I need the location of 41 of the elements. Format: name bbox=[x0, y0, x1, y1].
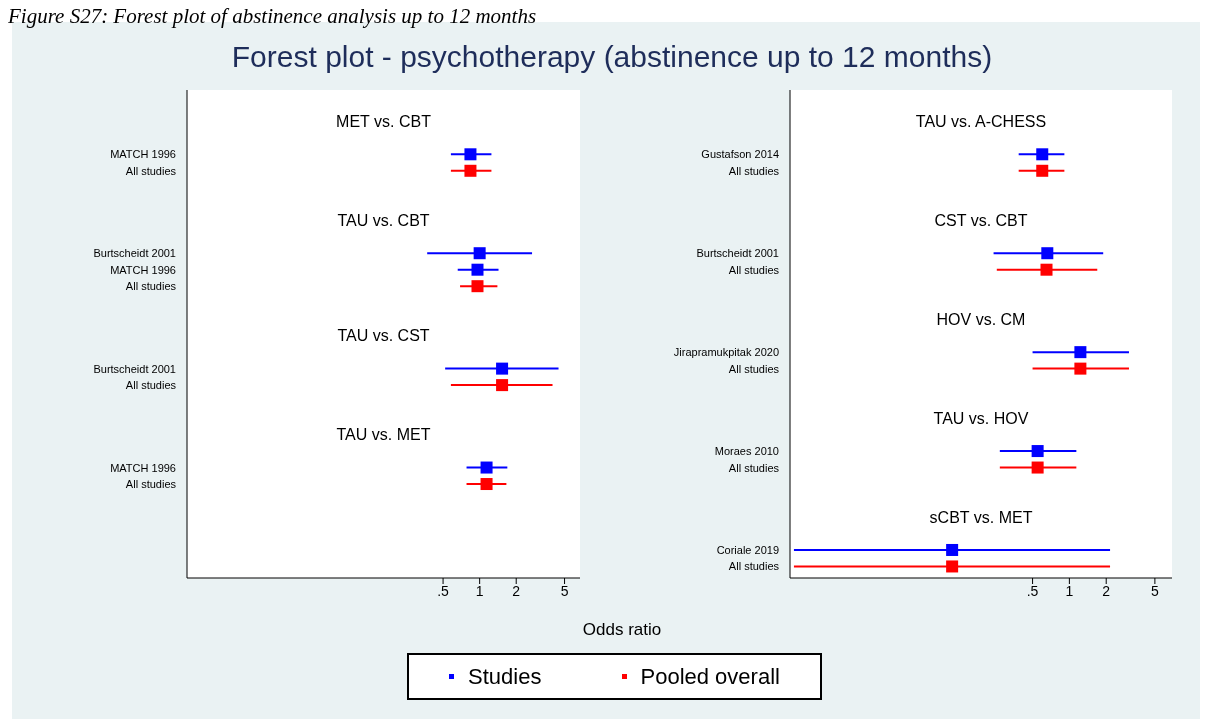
legend-label: Pooled overall bbox=[640, 663, 780, 690]
y-tick-label: Burtscheidt 2001 bbox=[696, 247, 779, 260]
annotation: TAU vs. A-CHESS bbox=[915, 112, 1047, 130]
y-tick-label: All studies bbox=[125, 379, 177, 392]
y-tick-label: Moraes 2010 bbox=[714, 445, 779, 458]
y-tick-label: All studies bbox=[728, 164, 780, 177]
y-tick-label: Burtscheidt 2001 bbox=[93, 247, 176, 260]
x-tick-label: 5 bbox=[560, 582, 569, 599]
y-tick-label: MATCH 1996 bbox=[110, 263, 176, 276]
y-tick-label: All studies bbox=[125, 164, 177, 177]
y-tick-label: All studies bbox=[728, 362, 780, 375]
y-tick-label: All studies bbox=[728, 263, 780, 276]
y-tick-label: Jirapramukpitak 2020 bbox=[673, 346, 779, 359]
y-tick-label: Coriale 2019 bbox=[716, 543, 779, 556]
x-tick-label: 5 bbox=[1150, 582, 1159, 599]
x-tick-label: 2 bbox=[512, 582, 521, 599]
y-tick-label: MATCH 1996 bbox=[110, 148, 176, 161]
x-tick-label: 2 bbox=[1102, 582, 1111, 599]
annotation: sCBT vs. MET bbox=[929, 508, 1033, 526]
y-tick-label: All studies bbox=[728, 461, 780, 474]
y-tick-label: Burtscheidt 2001 bbox=[93, 362, 176, 375]
y-tick-label: All studies bbox=[728, 560, 780, 573]
x-tick-label: .5 bbox=[1026, 582, 1039, 599]
annotation: HOV vs. CM bbox=[936, 310, 1026, 328]
annotation: TAU vs. HOV bbox=[933, 409, 1029, 427]
x-tick-label: .5 bbox=[437, 582, 450, 599]
y-tick-label: MATCH 1996 bbox=[110, 461, 176, 474]
x-axis-title: Odds ratio bbox=[581, 620, 663, 640]
x-tick-label: 1 bbox=[1065, 582, 1074, 599]
y-tick-label: All studies bbox=[125, 280, 177, 293]
y-tick-label: All studies bbox=[125, 478, 177, 491]
x-tick-label: 1 bbox=[475, 582, 484, 599]
chart-subtitle: Figure S27: Forest plot of abstinence analysis up to 12 months bbox=[8, 7, 537, 29]
annotation: TAU vs. CST bbox=[337, 327, 430, 345]
y-tick-label: Gustafson 2014 bbox=[701, 148, 779, 161]
annotation: CST vs. CBT bbox=[934, 211, 1028, 229]
annotation: TAU vs. CBT bbox=[337, 211, 430, 229]
annotation: MET vs. CBT bbox=[336, 112, 432, 130]
annotation: TAU vs. MET bbox=[336, 426, 431, 444]
legend-label: Studies bbox=[468, 663, 542, 690]
chart-title: Forest plot - psychotherapy (abstinence up to 12 months) bbox=[230, 40, 994, 74]
